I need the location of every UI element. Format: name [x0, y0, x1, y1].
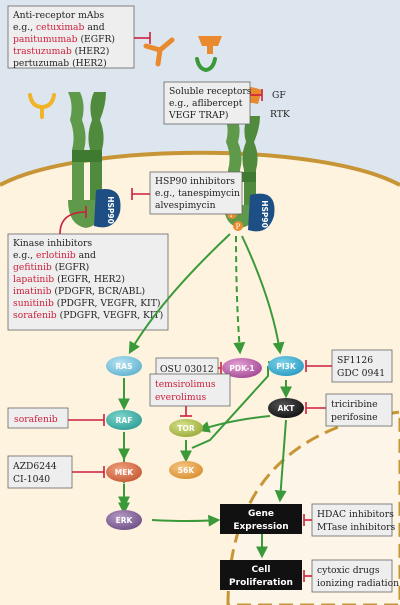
svg-text:triciribine: triciribine [331, 399, 378, 410]
cell-membrane [0, 150, 400, 187]
ligand-icon-green [195, 57, 217, 73]
arrow-akt-tor [197, 415, 271, 433]
svg-text:e.g., cetuximab and: e.g., cetuximab and [13, 22, 105, 33]
hsp90-inhibitors-box: HSP90 inhibitors e.g., tanespimycin alve… [149, 171, 243, 215]
soluble-receptors-box: Soluble receptors e.g., aflibercept VEGF… [163, 81, 252, 125]
svg-text:pertuzumab (HER2): pertuzumab (HER2) [13, 58, 107, 69]
anti-receptor-title: Anti-receptor mAbs [12, 10, 104, 21]
mek-node: MEK [106, 462, 142, 482]
svg-text:ERK: ERK [116, 516, 134, 525]
mtor-inhibitors-box: temsirolimus everolimus [149, 373, 231, 407]
kinase-inhibitors-box: Kinase inhibitors e.g., erlotinib and ge… [7, 233, 169, 331]
svg-text:HDAC inhibitors: HDAC inhibitors [317, 509, 394, 520]
svg-text:imatinib (PDGFR, BCR/ABL): imatinib (PDGFR, BCR/ABL) [13, 286, 145, 297]
pi3k-node: PI3K [268, 356, 304, 376]
svg-text:S6K: S6K [178, 466, 196, 475]
cytotoxic-box: cytoxic drugs ionizing radiation [311, 559, 399, 593]
svg-text:SF1126: SF1126 [337, 355, 373, 366]
svg-text:TOR: TOR [177, 424, 194, 433]
svg-text:lapatinib (EGFR, HER2): lapatinib (EGFR, HER2) [13, 274, 125, 285]
svg-text:Expression: Expression [233, 522, 288, 532]
svg-text:sorafenib (PDGFR, VEGFR, KIT): sorafenib (PDGFR, VEGFR, KIT) [13, 310, 163, 321]
gene-expression-block: Gene Expression [220, 504, 302, 534]
arrow-rtk-pdk1 [233, 235, 246, 355]
svg-text:ionizing radiation: ionizing radiation [317, 578, 399, 589]
svg-text:sunitinib (PDGFR, VEGFR, KIT): sunitinib (PDGFR, VEGFR, KIT) [13, 298, 160, 309]
svg-text:HSP90 inhibitors: HSP90 inhibitors [155, 176, 235, 187]
svg-text:sorafenib: sorafenib [14, 414, 58, 425]
gf-label: GF [272, 90, 286, 101]
svg-text:AKT: AKT [278, 404, 296, 413]
anti-receptor-box: Anti-receptor mAbs e.g., cetuximab and p… [7, 5, 135, 69]
svg-text:Proliferation: Proliferation [229, 578, 293, 588]
cell-proliferation-block: Cell Proliferation [220, 560, 302, 590]
svg-text:e.g., erlotinib and: e.g., erlotinib and [13, 250, 96, 261]
svg-text:temsirolimus: temsirolimus [155, 379, 216, 390]
svg-text:e.g., aflibercept: e.g., aflibercept [169, 98, 243, 109]
svg-text:P: P [230, 211, 235, 219]
mek-inhibitors-box: AZD6244 CI-1040 [7, 455, 73, 489]
hsp90-left: HSP90 [94, 188, 121, 228]
epigenetic-inhibitors-box: HDAC inhibitors MTase inhibitors [311, 503, 396, 537]
hsp90-right: HSP90 [248, 193, 275, 232]
tor-node: TOR [169, 419, 203, 437]
ligand-icon-yellow [28, 93, 56, 119]
svg-text:gefitinib (EGFR): gefitinib (EGFR) [13, 262, 89, 273]
s6k-node: S6K [169, 461, 203, 479]
arrow-erk-gene [151, 514, 221, 527]
akt-inhibitors-box: triciribine perifosine [325, 393, 393, 427]
rtk-label: RTK [270, 109, 290, 120]
svg-text:HSP90: HSP90 [260, 200, 269, 228]
arrow-rtk-ras [128, 233, 231, 355]
sorafenib-box: sorafenib [7, 407, 69, 429]
svg-text:OSU 03012: OSU 03012 [160, 364, 214, 375]
raf-node: RAF [106, 410, 142, 430]
pdk1-node: PDK-1 [222, 358, 262, 378]
akt-node: AKT [268, 398, 304, 418]
svg-text:alvespimycin: alvespimycin [155, 200, 216, 211]
arrow-rtk-pi3k [241, 235, 285, 355]
svg-text:e.g., tanespimycin: e.g., tanespimycin [155, 188, 240, 199]
svg-text:Soluble receptors: Soluble receptors [169, 86, 252, 97]
svg-text:MEK: MEK [115, 468, 135, 477]
svg-text:AZD6244: AZD6244 [12, 461, 57, 472]
svg-text:PDK-1: PDK-1 [229, 364, 254, 373]
erk-node: ERK [106, 510, 142, 530]
svg-text:PI3K: PI3K [276, 362, 297, 371]
antibody-icon [143, 37, 175, 67]
ras-node: RAS [106, 356, 142, 376]
svg-text:cytoxic drugs: cytoxic drugs [317, 565, 380, 576]
sf1126-box: SF1126 GDC 0941 [331, 349, 393, 383]
svg-text:MTase inhibitors: MTase inhibitors [317, 522, 396, 533]
svg-text:GDC 0941: GDC 0941 [337, 368, 385, 379]
svg-text:P: P [236, 223, 241, 231]
arrow-akt-gene [274, 419, 287, 503]
svg-text:RAS: RAS [116, 362, 133, 371]
svg-text:HSP90: HSP90 [106, 196, 115, 224]
svg-text:Cell: Cell [252, 565, 271, 575]
svg-text:Gene: Gene [248, 509, 274, 519]
svg-text:trastuzumab (HER2): trastuzumab (HER2) [13, 46, 109, 57]
svg-text:perifosine: perifosine [331, 412, 378, 423]
svg-text:Kinase inhibitors: Kinase inhibitors [13, 238, 92, 249]
receptor-left [68, 92, 106, 228]
svg-text:RAF: RAF [116, 416, 133, 425]
svg-text:VEGF TRAP): VEGF TRAP) [168, 110, 228, 121]
ligand-icon-orange [198, 36, 222, 54]
svg-text:everolimus: everolimus [155, 392, 206, 403]
svg-text:panitumumab (EGFR): panitumumab (EGFR) [13, 34, 115, 45]
svg-text:CI-1040: CI-1040 [13, 474, 50, 485]
